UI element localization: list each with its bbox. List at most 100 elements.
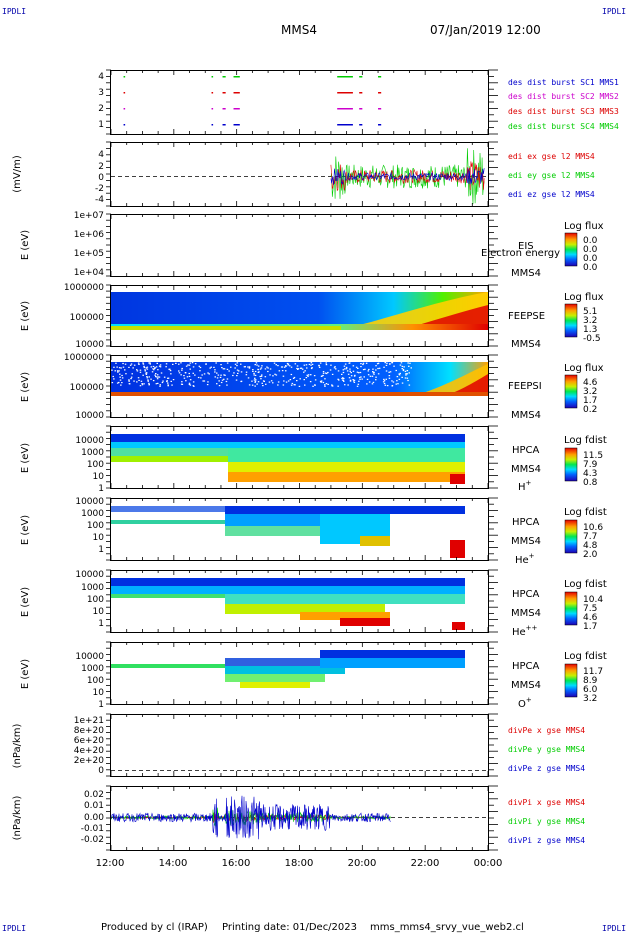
feepsi-speckle-mark bbox=[285, 365, 287, 367]
divpi-legend-z: divPi z gse MMS4 bbox=[508, 836, 585, 845]
divpi-trace-z bbox=[110, 795, 391, 840]
feepsi-speckle-mark bbox=[159, 384, 161, 386]
feepsi-speckle-mark bbox=[352, 379, 354, 381]
feepsi-spectrogram-hot bbox=[450, 374, 488, 394]
feepsi-speckle-mark bbox=[233, 372, 235, 374]
feepsi-speckle-mark bbox=[128, 366, 130, 368]
panel-hpca-h: E (eV) 10000 1000 100 10 1 HPCA MMS4 H+ … bbox=[20, 434, 607, 494]
burst-legend-4: des dist burst SC4 MMS4 bbox=[508, 122, 619, 131]
eis-cbar-ticks: 0.0 0.0 0.0 0.0 bbox=[583, 236, 598, 273]
feepsi-speckle-mark bbox=[257, 381, 260, 383]
feepsi-speckle-mark bbox=[119, 376, 121, 378]
feepsi-speckle-mark bbox=[293, 376, 296, 379]
feepsi-speckle-mark bbox=[277, 381, 280, 383]
feepsi-speckle-mark bbox=[140, 380, 143, 382]
feepsi-speckle-mark bbox=[218, 385, 221, 387]
feepsi-speckle-mark bbox=[385, 378, 387, 380]
feepsi-speckle-mark bbox=[392, 381, 395, 383]
feepsi-speckle-mark bbox=[142, 374, 144, 376]
hpca-he-cbar-tick-2: 7.7 bbox=[583, 532, 597, 542]
feepsi-speckle-mark bbox=[280, 366, 283, 368]
feepsi-speckle-mark bbox=[130, 378, 132, 380]
feepsi-speckle-mark bbox=[395, 369, 397, 372]
hpca-he-mid bbox=[225, 514, 325, 526]
feepsi-speckle-mark bbox=[348, 377, 351, 379]
feepsi-speckle-mark bbox=[282, 375, 285, 377]
feepsi-speckle-mark bbox=[309, 381, 312, 383]
xtick-1200: 12:00 bbox=[96, 858, 125, 869]
feepse-ytick-1: 1000000 bbox=[64, 283, 104, 293]
feepsi-speckle-mark bbox=[331, 373, 334, 375]
edi-legend-y: edi ey gse l2 MMS4 bbox=[508, 171, 595, 180]
feepsi-speckle-mark bbox=[248, 367, 251, 369]
hpca-he2-cbar-ticks: 10.4 7.5 4.6 1.7 bbox=[583, 595, 603, 632]
feepsi-speckle-mark bbox=[364, 368, 366, 370]
feepsi-speckle-mark bbox=[189, 384, 192, 386]
feepsi-speckle-mark bbox=[129, 364, 132, 366]
feepsi-speckle-mark bbox=[217, 374, 220, 376]
feepsi-speckle-mark bbox=[180, 383, 183, 385]
feepsi-speckle-mark bbox=[385, 370, 388, 372]
eis-ytick-1e5: 1e+05 bbox=[74, 249, 104, 259]
feepsi-speckle-mark bbox=[168, 368, 170, 370]
feepsi-speckle-mark bbox=[133, 380, 135, 382]
feepsi-speckle-mark bbox=[352, 365, 355, 367]
frame-divpe bbox=[110, 714, 489, 777]
frame-eis bbox=[110, 214, 489, 277]
feepsi-speckle-mark bbox=[240, 371, 243, 373]
feepsi-speckle-mark bbox=[342, 377, 344, 379]
corner-label-tr: IPDLI bbox=[602, 7, 626, 16]
feepsi-cbar-title: Log flux bbox=[564, 363, 604, 374]
feepsi-speckle-mark bbox=[172, 379, 175, 381]
feepsi-speckle-mark bbox=[206, 384, 209, 386]
feepsi-speckle-mark bbox=[359, 371, 362, 374]
feepsi-speckle-mark bbox=[356, 385, 359, 387]
feepsi-speckle-mark bbox=[132, 367, 134, 369]
edi-ytick-labels: 4 2 0 -2 -4 bbox=[95, 150, 104, 205]
feepse-low-band-yellow bbox=[111, 326, 341, 330]
feepsi-speckle-mark bbox=[171, 384, 173, 386]
feepsi-speckle-mark bbox=[234, 363, 237, 365]
burst-interval-mark bbox=[359, 76, 363, 78]
feepsi-speckle-mark bbox=[357, 383, 360, 385]
feepsi-speckle-mark bbox=[400, 362, 403, 364]
feepsi-speckle-mark bbox=[386, 362, 388, 364]
feepsi-speckle-mark bbox=[291, 382, 294, 385]
eis-cbar-tick-2: 0.0 bbox=[583, 245, 598, 255]
feepsi-speckle-mark bbox=[180, 362, 182, 364]
feepsi-speckle-mark bbox=[216, 383, 218, 385]
feepsi-speckle-mark bbox=[325, 362, 327, 364]
hpca-h-colorbar bbox=[564, 447, 578, 482]
feepsi-speckle-mark bbox=[244, 366, 246, 368]
panel-eis: E (eV) 1e+07 1e+06 1e+05 1e+04 EIS Elect… bbox=[20, 211, 604, 279]
feepse-ytick-labels: 1000000 100000 10000 bbox=[64, 283, 104, 350]
feepsi-speckle-mark bbox=[297, 368, 299, 370]
feepsi-speckle-mark bbox=[366, 383, 368, 385]
corner-label-bl: IPDLI bbox=[2, 924, 26, 933]
feepsi-speckle-mark bbox=[287, 363, 290, 365]
feepsi-speckle-mark bbox=[358, 380, 360, 382]
feepsi-speckle-mark bbox=[180, 374, 182, 376]
burst-legend: des dist burst SC1 MMS1 des dist burst S… bbox=[508, 78, 619, 131]
edi-trace-z bbox=[330, 167, 485, 185]
hpca-o-cbar-tick-1: 11.7 bbox=[583, 667, 603, 677]
feepsi-speckle-mark bbox=[331, 384, 333, 386]
feepsi-speckle-mark bbox=[389, 371, 392, 373]
feepsi-speckle-mark bbox=[146, 368, 149, 370]
hpca-h-ytick-labels: 10000 1000 100 10 1 bbox=[75, 436, 104, 494]
hpca-h-red bbox=[450, 474, 465, 484]
feepsi-speckle-mark bbox=[158, 376, 161, 378]
hpca-o-cbar-tick-4: 3.2 bbox=[583, 694, 597, 704]
feepsi-speckle-mark bbox=[402, 368, 405, 371]
divpe-ytick-3: 6e+20 bbox=[74, 736, 105, 746]
feepsi-speckle-mark bbox=[147, 380, 149, 382]
panel-feepsi: E (eV) 1000000 100000 10000 FEEPSI MMS4 … bbox=[20, 353, 604, 421]
hpca-he-early-top bbox=[111, 506, 225, 512]
feepsi-speckle-mark bbox=[153, 369, 155, 371]
feepsi-speckle-mark bbox=[261, 382, 263, 384]
feepsi-speckle-mark bbox=[282, 384, 285, 386]
feepsi-speckle-mark bbox=[345, 368, 348, 370]
feepsi-speckle-mark bbox=[192, 381, 195, 383]
hpca-he2-instrument: HPCA bbox=[512, 589, 540, 600]
feepsi-speckle-mark bbox=[275, 364, 277, 366]
